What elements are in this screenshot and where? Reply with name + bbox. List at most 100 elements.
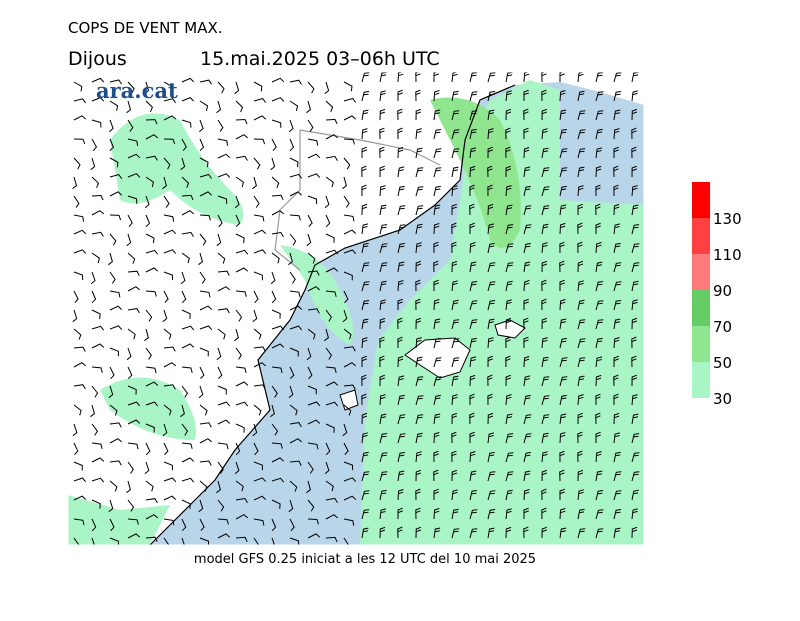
wind-barb (559, 90, 566, 102)
wind-barb (541, 167, 550, 178)
wind-barb (487, 128, 494, 140)
wind-barb (217, 252, 226, 264)
wind-barb (127, 385, 137, 395)
wind-barb (91, 366, 103, 373)
wind-barb (307, 119, 314, 132)
wind-barb (289, 404, 298, 416)
wind-barb (559, 432, 566, 444)
wind-barb (577, 90, 585, 102)
wind-barb (73, 229, 87, 235)
legend-label: 110 (713, 246, 742, 264)
wind-barb (91, 518, 97, 532)
map-frame (67, 71, 645, 546)
wind-barb (181, 97, 195, 102)
wind-barb (199, 325, 213, 331)
wind-barb (127, 442, 139, 450)
wind-barb (343, 195, 350, 208)
wind-barb (145, 514, 159, 520)
wind-barb (271, 309, 281, 319)
wind-barb (595, 374, 602, 387)
wind-barb (469, 470, 477, 482)
wind-barb (523, 375, 531, 387)
wind-barb (595, 110, 604, 121)
wind-barb (523, 470, 531, 482)
wind-barb (433, 129, 441, 140)
wind-barb (325, 480, 334, 492)
wind-barb (577, 357, 586, 368)
wind-barb (541, 260, 548, 273)
wind-barb (217, 270, 230, 276)
wind-barb (109, 191, 123, 197)
wind-barb (577, 222, 583, 235)
wind-barb (613, 355, 619, 368)
wind-barb (91, 309, 101, 319)
wind-barb (487, 72, 496, 83)
wind-barb (343, 249, 357, 255)
wind-barb (199, 404, 208, 416)
wind-barb (199, 214, 211, 221)
wind-barb (415, 147, 423, 159)
wind-barb (181, 343, 195, 349)
wind-barb (595, 91, 604, 102)
wind-barb (469, 261, 477, 273)
wind-barb (631, 317, 638, 330)
wind-barb (325, 118, 338, 125)
wind-barb (541, 108, 548, 121)
wind-barb (325, 366, 337, 373)
wind-barb (487, 393, 493, 406)
wind-barb (451, 148, 460, 159)
wind-barb (397, 414, 406, 425)
wind-barb (451, 129, 460, 140)
wind-barb (73, 442, 79, 456)
wind-barb (631, 508, 638, 520)
wind-barb (289, 290, 301, 298)
wind-barb (433, 413, 441, 425)
wind-barb (253, 346, 266, 352)
wind-barb (145, 134, 159, 140)
wind-barb (235, 480, 244, 492)
wind-barb (451, 222, 457, 235)
map: ara.cat (67, 71, 645, 546)
wind-barb (505, 224, 514, 235)
wind-barb (541, 337, 548, 349)
wind-barb (451, 110, 460, 121)
wind-barb (145, 381, 159, 387)
wind-barb (505, 262, 514, 273)
wind-barb (181, 442, 193, 449)
wind-barb (253, 442, 259, 456)
wind-barb (144, 195, 150, 209)
wind-barb (469, 110, 478, 121)
wind-barb (523, 317, 529, 330)
wind-barb (433, 450, 439, 463)
wind-barb (361, 509, 370, 520)
wind-barb (271, 138, 277, 152)
wind-barb (127, 173, 141, 178)
wind-barb (217, 442, 229, 450)
wind-barb (397, 127, 403, 140)
wind-barb (73, 477, 87, 483)
wind-barb (91, 138, 98, 152)
wind-barb (270, 157, 276, 171)
wind-barb (631, 262, 640, 273)
wind-barb (415, 186, 424, 197)
wind-barb (163, 442, 169, 456)
wind-barb (505, 471, 514, 482)
wind-barb (361, 451, 369, 463)
wind-barb (397, 224, 406, 235)
wind-barb (73, 271, 84, 281)
wind-barb (415, 395, 424, 406)
wind-barb (91, 423, 99, 436)
wind-barb (324, 328, 329, 342)
wind-barb (361, 300, 370, 311)
wind-barb (325, 309, 333, 322)
legend-box (692, 290, 710, 326)
wind-barb (523, 355, 530, 368)
wind-barb (433, 357, 442, 368)
wind-barb (361, 355, 367, 368)
wind-barb (379, 394, 386, 406)
wind-barb (253, 537, 260, 545)
wind-barb (559, 469, 565, 482)
wind-area (110, 113, 244, 225)
wind-barb (289, 271, 296, 284)
wind-barb (163, 518, 175, 526)
